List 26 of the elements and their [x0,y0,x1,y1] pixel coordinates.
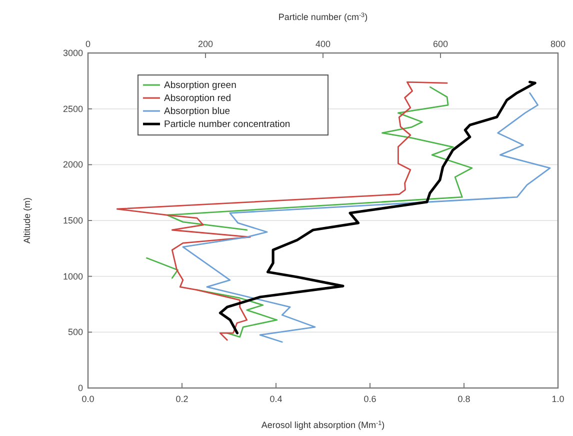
x2-tick-label: 200 [198,39,214,49]
y-tick-label: 3000 [62,48,83,58]
x-tick-label: 0.6 [364,394,376,404]
x2-tick-label: 600 [432,39,448,49]
legend-label: Particle number concentration [164,119,290,130]
y-tick-label: 2500 [62,104,83,114]
x-tick-label: 0.2 [176,394,188,404]
x-tick-label: 0.4 [270,394,282,404]
y-tick-label: 500 [68,327,83,338]
line-series [116,81,448,341]
x-tick-label: 0.0 [82,394,94,404]
y-tick-label: 1500 [62,216,83,226]
x2-axis-title: Particle number (cm$^{-3}$) [278,12,368,22]
legend-label: Absorption blue [164,106,230,117]
x-tick-label: 1.0 [552,394,564,404]
x-axis-title: Aerosol light absorption (Mm$^{-1}$) [261,420,385,430]
y-tick-label: 1000 [62,271,83,282]
y-axis-title: Altitude (m) [22,197,32,244]
y-tick-label: 0 [78,383,83,393]
x2-tick-label: 0 [85,39,91,49]
legend-label: Absoroption red [164,93,232,104]
x2-tick-label: 400 [315,39,331,49]
y-tick-label: 2000 [62,160,83,170]
x2-tick-label: 800 [550,39,566,49]
x-tick-label: 0.8 [458,394,470,404]
legend-label: Absorption green [164,80,236,91]
